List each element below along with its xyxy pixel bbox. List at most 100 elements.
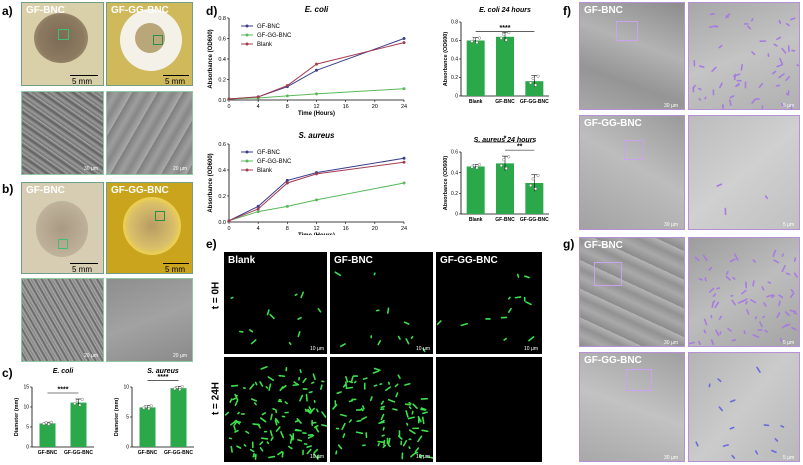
bacterium [718, 406, 724, 412]
sem-f-label: GF-BNC [584, 5, 623, 16]
bacterium [715, 329, 720, 337]
bacterium [729, 258, 736, 263]
bacterium [754, 315, 758, 320]
sem-f-gf-gg-bnc: GF-GG-BNC 30 µm [579, 115, 685, 230]
bacterium [785, 92, 789, 96]
y-tick-label: 0.6 [218, 37, 226, 43]
bacterium [764, 329, 769, 333]
bacterium [397, 374, 401, 379]
series-point [315, 172, 318, 176]
bacterium [361, 416, 367, 421]
series-point [402, 181, 406, 185]
bacterium [714, 301, 720, 309]
bacterium [421, 429, 429, 433]
bacterium [419, 455, 422, 459]
fluor-col-title: GF-BNC [334, 255, 373, 266]
bacterium [259, 381, 264, 387]
bacterium [740, 63, 743, 71]
bacterium [767, 281, 772, 284]
bacterium [267, 376, 275, 381]
x-tick-label: GF-GG-BNC [64, 450, 93, 456]
data-point [502, 158, 506, 162]
bacterium [278, 374, 286, 378]
bacterium [254, 381, 258, 386]
bacterium [763, 302, 767, 307]
bacterium [268, 383, 272, 391]
bacterium [689, 341, 695, 345]
bacterium [725, 13, 731, 19]
chart-title: E. coli 24 hours [479, 7, 531, 14]
bacterium [385, 386, 392, 392]
bacterium [224, 411, 230, 416]
bacterium [381, 434, 385, 437]
x-tick-label: GF-BNC [495, 217, 515, 223]
bacterium [774, 438, 779, 442]
bacterium [408, 406, 412, 410]
bacterium [507, 307, 512, 314]
bacterium [733, 73, 736, 81]
data-point [470, 165, 474, 169]
bacterium [698, 277, 703, 281]
y-tick-label: 0.0 [218, 220, 226, 226]
data-point [144, 405, 148, 409]
bacterium [234, 429, 239, 433]
bacterium [780, 337, 783, 343]
bacterium [417, 435, 423, 443]
bacterium [245, 430, 250, 434]
bacterium [302, 388, 308, 390]
bacterium [758, 83, 763, 88]
bar [170, 388, 187, 447]
bacterium [313, 448, 319, 454]
y-tick-label: 0 [455, 94, 458, 100]
legend-label: GF-BNC [257, 150, 281, 156]
bacterium [776, 64, 783, 68]
bacterium [277, 450, 283, 456]
bacterium [775, 84, 781, 87]
bacterium [426, 456, 433, 459]
bacterium [746, 309, 750, 315]
data-point [534, 83, 538, 87]
fluor-gf-gg-bnc-24h [436, 357, 542, 462]
bacterium [365, 432, 368, 439]
bacterium [410, 453, 415, 458]
scale-label: 5 mm [165, 77, 185, 86]
bacterium [523, 296, 526, 302]
bacterium [292, 433, 295, 441]
bacterium [722, 104, 724, 109]
bacterium [232, 397, 236, 401]
bacterium [380, 419, 385, 424]
sem-b-gf-gg-bnc: 20 µm [106, 278, 193, 362]
bacterium [787, 45, 790, 53]
bacterium [275, 417, 280, 424]
fluor-row-label-24h: t = 24H [210, 381, 222, 416]
bacterium [260, 437, 269, 440]
bacterium [395, 392, 399, 398]
y-axis-label: Absorbance (OD600) [443, 32, 449, 87]
data-point [529, 183, 533, 187]
bacterium [781, 264, 786, 273]
bacterium [392, 408, 398, 411]
bacterium [306, 448, 312, 455]
x-tick-label: 0 [227, 104, 230, 110]
bar [39, 423, 56, 447]
sem-scale: 20 µm [173, 166, 187, 172]
sem-scale: 20 µm [84, 353, 98, 359]
data-point [173, 387, 177, 391]
fluor-gf-bnc-0h: GF-BNC 10 µm [330, 252, 433, 354]
bacterium [240, 413, 245, 415]
bacterium [235, 419, 241, 425]
data-point [44, 421, 48, 425]
x-tick-label: GF-BNC [38, 450, 58, 456]
bacterium [787, 90, 790, 95]
bacterium [703, 318, 708, 326]
bacterium [716, 287, 721, 290]
bacterium [339, 413, 347, 417]
bacterium [285, 366, 288, 372]
bacterium [761, 105, 764, 109]
bacterium [302, 449, 304, 456]
y-tick-label: 0 [26, 445, 29, 451]
legend-marker [245, 159, 249, 163]
x-tick-label: 20 [372, 226, 378, 232]
chart-d-ecoli-bar: E. coli 24 hours 0 0.2 0.4 0.6 0.8Absorbance … [443, 7, 549, 105]
